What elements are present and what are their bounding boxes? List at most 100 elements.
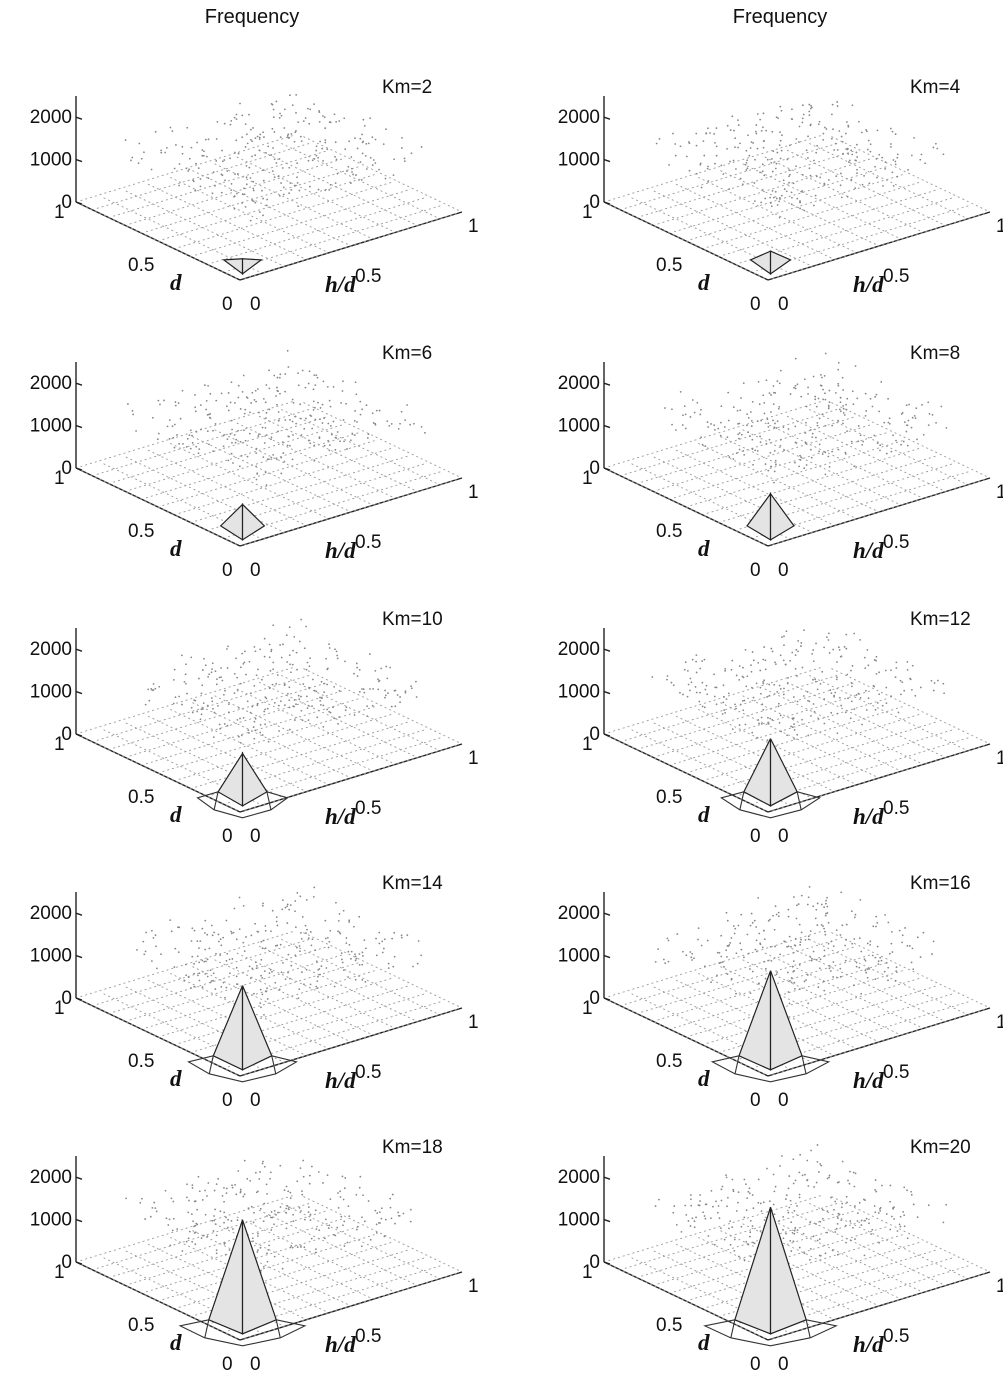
- surface-dot: [719, 1227, 722, 1230]
- surface-dot: [789, 1239, 792, 1242]
- surface-dot: [293, 184, 296, 187]
- surface-dot: [743, 1259, 746, 1262]
- surface-dot: [344, 1177, 347, 1179]
- surface-dot: [770, 161, 773, 164]
- surface-dot: [265, 697, 268, 700]
- surface-dot: [894, 676, 897, 679]
- surface-dot: [874, 395, 877, 398]
- surface-dot: [224, 1253, 227, 1256]
- hd-tick-label: 1: [996, 748, 1003, 769]
- z-tick-mark: [75, 116, 83, 120]
- surface-dot: [393, 955, 396, 958]
- surface-dot: [694, 686, 697, 688]
- surface-dot: [839, 967, 842, 970]
- surface-dot: [251, 199, 254, 202]
- surface-dot: [699, 1200, 701, 1202]
- surface-dot: [823, 989, 826, 992]
- surface-dot: [241, 193, 244, 196]
- surface-dot: [316, 980, 319, 983]
- surface-dot: [704, 445, 707, 448]
- surface-dot: [789, 393, 792, 395]
- surface-dot: [724, 667, 727, 670]
- surface-dot: [800, 645, 802, 647]
- surface-dot: [305, 898, 308, 901]
- surface-dot: [713, 133, 716, 135]
- surface-dot: [203, 384, 206, 387]
- d-tick-label: 0.5: [656, 521, 682, 542]
- surface-dot: [244, 146, 247, 148]
- surface-dot: [271, 170, 274, 173]
- surface-dot: [851, 390, 854, 393]
- surface-dot: [845, 403, 847, 406]
- surface-dot: [770, 411, 772, 413]
- surface-dot: [836, 1253, 839, 1256]
- surface-dot: [878, 1208, 881, 1210]
- surface-dot: [860, 1224, 863, 1226]
- surface-dot: [906, 424, 909, 427]
- surface-dot: [751, 448, 754, 450]
- hd-tick-label: 0: [250, 1354, 261, 1375]
- surface-dot: [769, 945, 772, 948]
- hd-tick-label: 1: [996, 216, 1003, 237]
- surface-dot: [775, 973, 778, 976]
- surface-dot: [160, 151, 163, 154]
- surface-dot: [827, 405, 830, 408]
- surface-dot: [700, 186, 703, 189]
- surface-dot: [371, 164, 374, 166]
- surface-dot: [807, 935, 810, 938]
- d-axis-label: d: [698, 802, 710, 827]
- mesh-line: [690, 173, 904, 241]
- mesh-line: [673, 962, 888, 1029]
- surface-dot: [855, 961, 858, 964]
- surface-dot: [812, 204, 815, 207]
- surface-dot: [827, 921, 830, 924]
- surface-dot: [865, 129, 867, 131]
- mesh-line: [706, 713, 921, 780]
- surface-dot: [791, 108, 793, 111]
- surface-dot: [272, 147, 274, 149]
- surface-dot: [390, 1217, 393, 1220]
- surface-dot: [190, 146, 193, 149]
- surface-dot: [771, 718, 774, 721]
- surface-dot: [223, 1200, 225, 1203]
- surface-dot: [772, 196, 775, 199]
- surface-dot: [740, 1225, 743, 1228]
- surface-dot: [254, 717, 257, 720]
- peak-face: [241, 502, 266, 541]
- surface-dot: [211, 668, 213, 671]
- surface-dot: [761, 946, 764, 949]
- surface-dot: [158, 685, 161, 688]
- surface-dot: [847, 153, 850, 155]
- surface-dot: [878, 153, 881, 156]
- surface-dot: [772, 391, 775, 394]
- mesh-line: [673, 166, 888, 233]
- surface-dot: [702, 140, 705, 143]
- surface-dot: [807, 699, 809, 702]
- surface-dot: [283, 460, 286, 463]
- surface-dot: [315, 145, 318, 148]
- surface-dot: [793, 896, 795, 898]
- surface-dot: [198, 947, 200, 950]
- surface-dot: [321, 403, 324, 406]
- surface-dot: [899, 1225, 902, 1228]
- panel-label: Km=6: [382, 343, 432, 364]
- surface-dot: [256, 1251, 259, 1253]
- surface-dot: [723, 426, 726, 428]
- surface-dot: [773, 470, 776, 473]
- surface-dot: [214, 422, 217, 425]
- surface-dot: [313, 886, 316, 889]
- surface-dot: [227, 459, 230, 462]
- surface-dot: [805, 464, 808, 466]
- surface-dot: [847, 697, 849, 700]
- surface-dot: [354, 137, 356, 140]
- surface-dot: [235, 966, 238, 969]
- surface-dot: [860, 992, 863, 995]
- surface-dot: [725, 911, 728, 914]
- surface-dot: [178, 163, 181, 165]
- surface-dot: [329, 405, 332, 408]
- surface-dot: [246, 142, 249, 145]
- surface-dot: [846, 195, 849, 198]
- mesh-line: [607, 203, 765, 279]
- surface-dot: [355, 1228, 358, 1231]
- surface-dot: [904, 927, 906, 929]
